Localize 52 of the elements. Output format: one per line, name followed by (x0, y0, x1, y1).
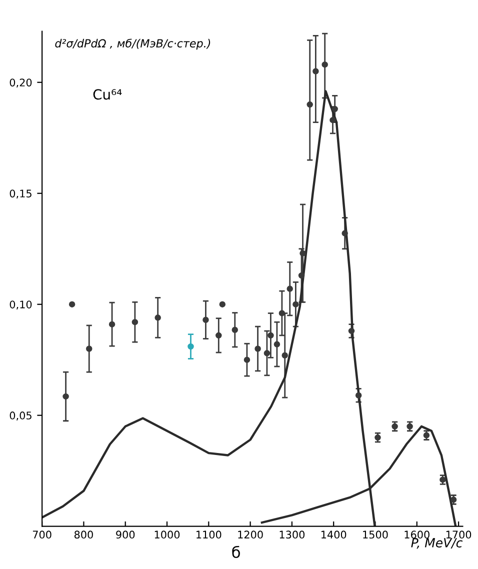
point (450, 496, 457, 503)
x-tick-label: 1600 (404, 530, 430, 539)
point (219, 301, 226, 308)
x-tick-label: 1000 (154, 530, 180, 539)
point (274, 341, 280, 348)
point (68, 301, 76, 308)
point (322, 61, 328, 68)
point (440, 476, 446, 483)
point (264, 350, 270, 356)
point (298, 272, 305, 279)
point (355, 392, 362, 398)
x-tick-label: 1400 (321, 530, 346, 539)
x-tick-label: 900 (116, 530, 135, 539)
annotation: Cu⁶⁴ (93, 89, 122, 100)
y-tick-label: 0,15 (10, 190, 32, 199)
text: б (232, 546, 240, 558)
point (406, 423, 413, 430)
point (62, 393, 69, 400)
x-tick-label: 800 (74, 530, 93, 539)
x-tick-label: 1700 (446, 530, 472, 539)
point (188, 343, 194, 350)
y-tick-label: 0,20 (10, 78, 32, 88)
x-tick-label: 700 (32, 530, 52, 539)
point (292, 301, 299, 308)
point (278, 310, 286, 316)
point (286, 286, 293, 292)
point (282, 352, 288, 359)
point (254, 346, 261, 352)
point (86, 346, 92, 352)
y-axis-title: d²σ/dPdΩ , мб/(МэВ/с·стер.) (55, 38, 210, 50)
point (232, 326, 238, 333)
x-tick-label: 1200 (238, 530, 263, 539)
x-tick-label: 1100 (196, 530, 222, 539)
point (392, 423, 398, 430)
point (374, 434, 381, 441)
point (312, 68, 319, 74)
x-tick-label: 1300 (280, 530, 305, 539)
point (423, 432, 430, 438)
point (216, 332, 222, 339)
point (342, 230, 348, 236)
point (108, 321, 116, 328)
point (244, 356, 250, 363)
y-tick-label: 0,10 (10, 300, 32, 310)
point (154, 314, 161, 321)
x-tick-label: 1500 (363, 530, 388, 539)
point (268, 332, 274, 339)
point (132, 318, 138, 326)
x-axis-title: P, MeV/c (411, 538, 463, 549)
point (348, 328, 355, 334)
point (202, 316, 209, 324)
y-tick-label: 0,05 (10, 412, 32, 420)
point (306, 101, 313, 108)
